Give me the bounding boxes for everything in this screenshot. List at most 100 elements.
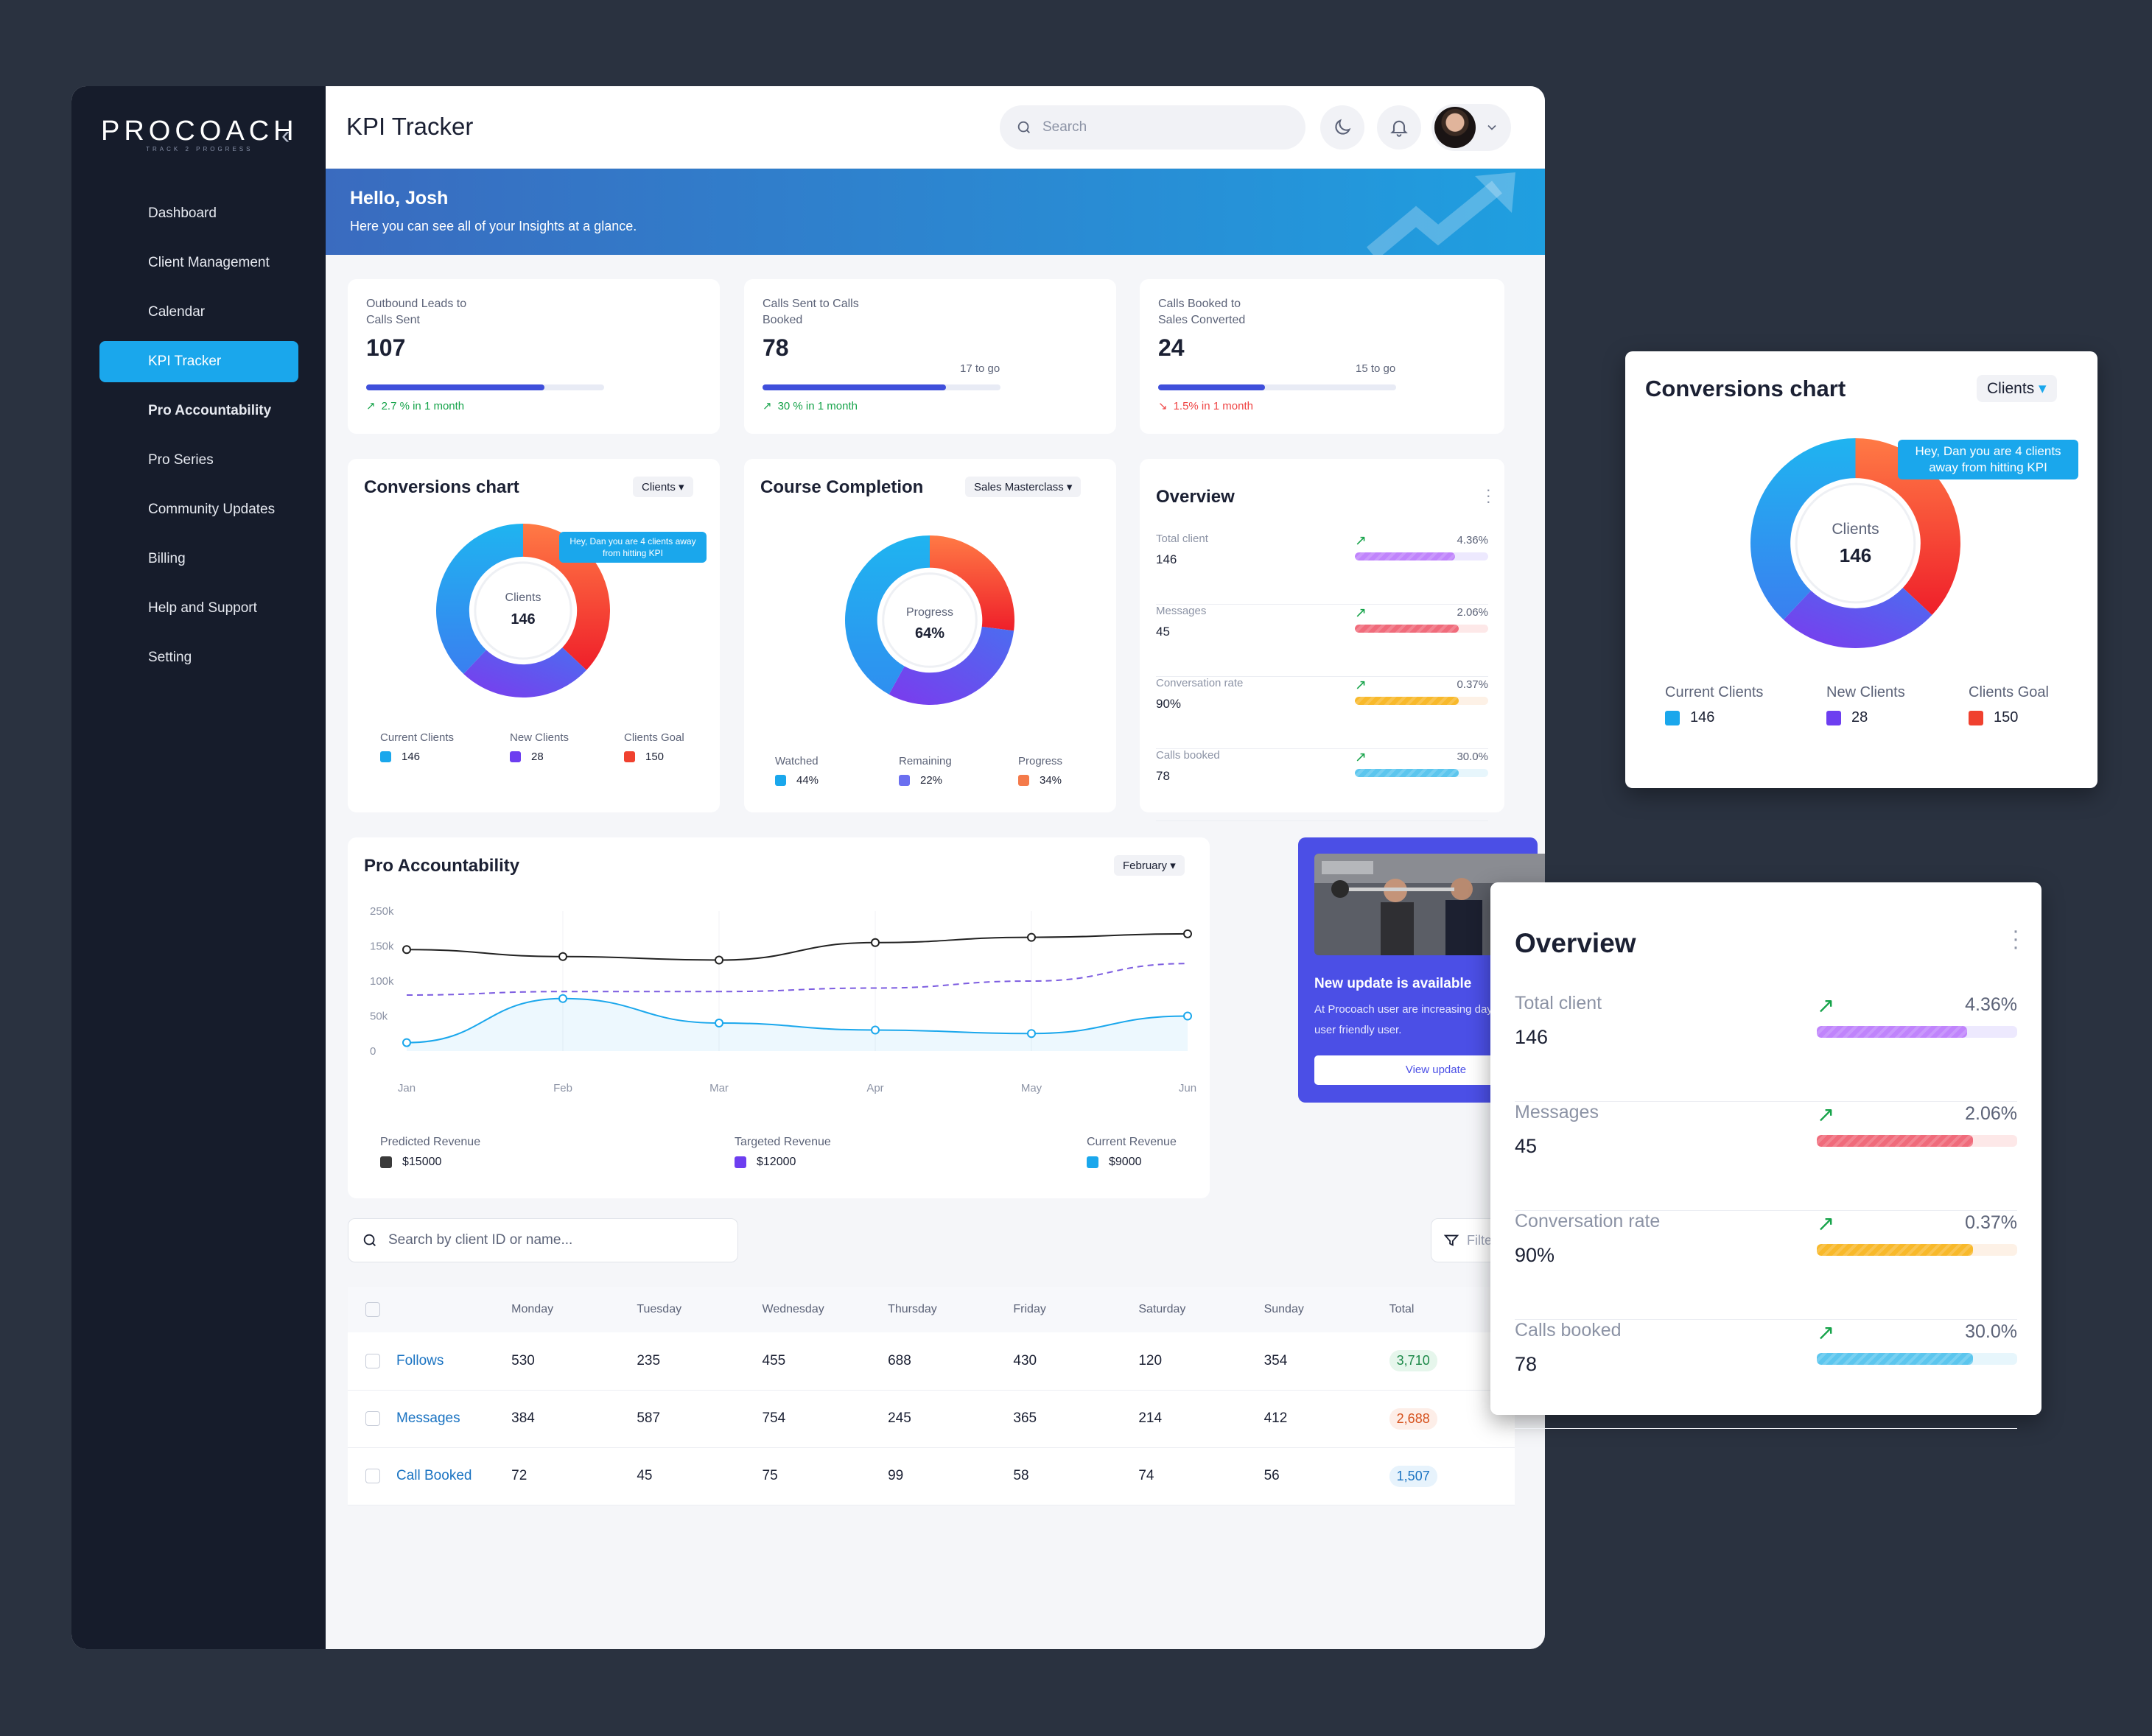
arrow-up-right-icon: ↗ — [1355, 533, 1367, 549]
sidebar-nav: Dashboard Client Management Calendar KPI Tr… — [99, 193, 298, 686]
page-title: KPI Tracker — [346, 113, 474, 140]
sidebar-item-label: Pro Accountability — [148, 403, 272, 418]
column-header: Wednesday — [762, 1287, 889, 1332]
kpi-value: 24 — [1158, 334, 1185, 361]
overview-value: 146 — [1515, 1026, 1549, 1048]
sidebar-item-dashboard[interactable]: Dashboard — [99, 193, 298, 234]
y-tick-label: 50k — [370, 1011, 388, 1023]
column-header: Saturday — [1138, 1287, 1264, 1332]
conversions-title: Conversions chart — [1645, 376, 1846, 401]
row-checkbox[interactable] — [365, 1468, 380, 1483]
logo: PROCOACH TRACK 2 PROGRESS — [101, 116, 298, 152]
overview-value: 78 — [1156, 769, 1170, 783]
sidebar-item-billing[interactable]: Billing — [99, 538, 298, 580]
search-placeholder: Search — [1042, 119, 1087, 135]
legend-swatch — [735, 1156, 746, 1168]
arrow-up-right-icon: ↗ — [1355, 750, 1367, 765]
series-line — [406, 997, 1188, 1044]
more-options-icon[interactable]: · · · — [2012, 918, 2019, 959]
conversions-filter[interactable]: Clients ▾ — [1977, 375, 2057, 402]
sidebar-item-pro-accountability[interactable]: Pro Accountability — [99, 390, 298, 432]
legend-swatch — [380, 751, 391, 762]
gear-icon — [116, 648, 135, 667]
collapse-sidebar-icon[interactable]: ‹ — [281, 122, 290, 150]
legend-swatch — [899, 775, 910, 786]
kpi-value: 107 — [366, 334, 406, 361]
legend-label: New Clients — [510, 731, 569, 744]
conversions-filter[interactable]: Clients ▾ — [633, 477, 693, 497]
conversions-card-enlarged: Conversions chart Clients ▾ Clients 146 … — [1625, 351, 2097, 788]
sidebar-item-label: Help and Support — [148, 600, 257, 616]
month-filter[interactable]: February ▾ — [1114, 855, 1185, 876]
course-donut — [845, 535, 1014, 705]
table-cell: 45 — [637, 1447, 763, 1505]
column-header: Monday — [511, 1287, 637, 1332]
table-cell: 455 — [762, 1332, 889, 1391]
kpi-card: Calls Booked to Sales Converted 24 15 to go… — [1140, 279, 1504, 434]
sidebar-item-community-updates[interactable]: Community Updates — [99, 489, 298, 530]
overview-label: Calls booked — [1515, 1320, 1622, 1340]
legend-swatch — [775, 775, 786, 786]
search-input[interactable]: Search — [1000, 105, 1305, 150]
row-checkbox[interactable] — [365, 1353, 380, 1368]
overview-progress-bar — [1355, 552, 1488, 560]
user-menu[interactable] — [1431, 104, 1511, 151]
data-point — [402, 945, 411, 955]
filter-icon — [1443, 1234, 1459, 1246]
table-header-row: Monday Tuesday Wednesday Thursday Friday Satu… — [348, 1287, 1515, 1332]
overview-percent: 30.0% — [1965, 1321, 2017, 1342]
overview-progress-bar — [1355, 625, 1488, 633]
app-window: PROCOACH TRACK 2 PROGRESS ‹ Dashboard Clie… — [71, 86, 1545, 1649]
table-cell: 384 — [511, 1390, 637, 1448]
welcome-banner: Hello, Josh Here you can see all of your… — [326, 169, 1545, 255]
table-cell: 688 — [888, 1332, 1014, 1391]
sidebar-item-kpi-tracker[interactable]: KPI Tracker — [99, 341, 298, 382]
overview-progress-bar — [1355, 769, 1488, 777]
chevron-down-icon — [1487, 124, 1496, 130]
table-cell: 214 — [1138, 1390, 1264, 1448]
row-name-link[interactable]: Call Booked — [396, 1468, 472, 1483]
sidebar-item-pro-series[interactable]: Pro Series — [99, 440, 298, 481]
overview-percent: 2.06% — [1457, 606, 1488, 619]
kpi-label: Calls Booked to Sales Converted — [1158, 298, 1246, 326]
total-badge: 2,688 — [1389, 1408, 1437, 1430]
course-filter[interactable]: Sales Masterclass ▾ — [965, 477, 1082, 497]
greeting: Hello, Josh — [350, 188, 449, 208]
chat-icon — [116, 500, 135, 519]
overview-value: 90% — [1515, 1244, 1555, 1266]
row-checkbox[interactable] — [365, 1410, 380, 1426]
dark-mode-button[interactable] — [1320, 105, 1364, 150]
accountability-card: Pro Accountability February ▾ 250k 150k 10… — [348, 837, 1210, 1198]
legend-label: Remaining — [899, 755, 952, 767]
more-options-icon[interactable]: · · · — [1485, 480, 1491, 510]
sidebar-item-client-management[interactable]: Client Management — [99, 242, 298, 284]
row-name-link[interactable]: Messages — [396, 1410, 460, 1426]
select-all-checkbox[interactable] — [365, 1302, 380, 1317]
legend-label: Clients Goal — [624, 731, 684, 744]
notifications-button[interactable] — [1377, 105, 1421, 150]
row-name-link[interactable]: Follows — [396, 1352, 444, 1368]
sidebar-item-calendar[interactable]: Calendar — [99, 292, 298, 333]
conversions-card: Conversions chart Clients ▾ Clients 146 … — [348, 459, 720, 812]
legend-label: Watched — [775, 755, 819, 767]
arrow-up-right-icon: ↗ — [1355, 605, 1367, 621]
overview-row: Conversation rate 90% ↗ 0.37% — [1515, 1211, 2017, 1320]
banner-subtitle: Here you can see all of your Insights at… — [350, 219, 637, 233]
kpi-progress-bar — [763, 384, 1000, 390]
legend-value: 150 — [624, 751, 664, 763]
kpi-trend: ↘ 1.5% in 1 month — [1158, 400, 1253, 412]
legend-label: Current Clients — [1665, 684, 1764, 700]
donut-center-label: Clients — [505, 591, 541, 604]
bell-icon — [1390, 120, 1408, 137]
client-search-input[interactable]: Search by client ID or name... — [348, 1218, 738, 1262]
overview-progress-bar — [1817, 1026, 2017, 1038]
donut-center-value: 146 — [511, 611, 536, 628]
filter-label: Filter — [1467, 1232, 1496, 1248]
kpi-card: Outbound Leads to Calls Sent 107 ↗ 2.7 % in … — [348, 279, 720, 434]
table-row: Follows 530 235 455 688 430 120 354 3,710 — [348, 1332, 1515, 1391]
sidebar-item-setting[interactable]: Setting — [99, 637, 298, 678]
column-header: Thursday — [888, 1287, 1014, 1332]
kpi-progress-bar — [1158, 384, 1396, 390]
data-point — [558, 952, 567, 961]
sidebar-item-help-and-support[interactable]: Help and Support — [99, 588, 298, 629]
